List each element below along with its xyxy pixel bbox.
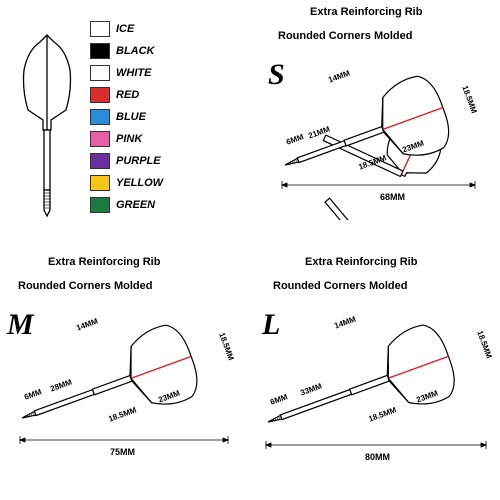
swatch-blue [90,109,110,125]
legend-label: WHITE [116,67,151,79]
dart-l-diagram [258,300,493,475]
swatch-pink [90,131,110,147]
size-l-panel: Extra Reinforcing Rib Rounded Corners Mo… [250,250,500,500]
legend-row: PINK [90,128,163,150]
legend-row: ICE [90,18,163,40]
legend-label: BLACK [116,45,155,57]
legend-label: PINK [116,133,142,145]
dim-total: 75MM [110,447,135,457]
legend-row: BLUE [90,106,163,128]
size-s-panel: Extra Reinforcing Rib Rounded Corners Mo… [250,0,500,250]
dim-total: 68MM [380,192,405,202]
legend-label: RED [116,89,139,101]
swatch-black [90,43,110,59]
legend-row: YELLOW [90,172,163,194]
rib-callout: Extra Reinforcing Rib [48,256,160,268]
legend-label: ICE [116,23,134,35]
color-legend-panel: ICE BLACK WHITE RED BLUE PINK PURPLE YEL… [0,0,250,250]
swatch-green [90,197,110,213]
product-spec-grid: ICE BLACK WHITE RED BLUE PINK PURPLE YEL… [0,0,500,500]
legend-label: YELLOW [116,177,163,189]
legend-label: GREEN [116,199,155,211]
swatch-ice [90,21,110,37]
legend-row: BLACK [90,40,163,62]
legend-row: WHITE [90,62,163,84]
rib-callout: Extra Reinforcing Rib [310,6,422,18]
swatch-red [90,87,110,103]
corners-callout: Rounded Corners Molded [273,280,407,292]
corners-callout: Rounded Corners Molded [18,280,152,292]
swatch-white [90,65,110,81]
rib-callout: Extra Reinforcing Rib [305,256,417,268]
legend-label: BLUE [116,111,146,123]
corners-callout: Rounded Corners Molded [278,30,412,42]
dim-total: 80MM [365,452,390,462]
dart-m-diagram [10,300,240,470]
color-legend-table: ICE BLACK WHITE RED BLUE PINK PURPLE YEL… [90,18,163,216]
swatch-yellow [90,175,110,191]
swatch-purple [90,153,110,169]
legend-row: PURPLE [90,150,163,172]
legend-label: PURPLE [116,155,161,167]
size-m-panel: Extra Reinforcing Rib Rounded Corners Mo… [0,250,250,500]
legend-row: GREEN [90,194,163,216]
legend-row: RED [90,84,163,106]
dart-silhouette-icon [10,30,85,220]
